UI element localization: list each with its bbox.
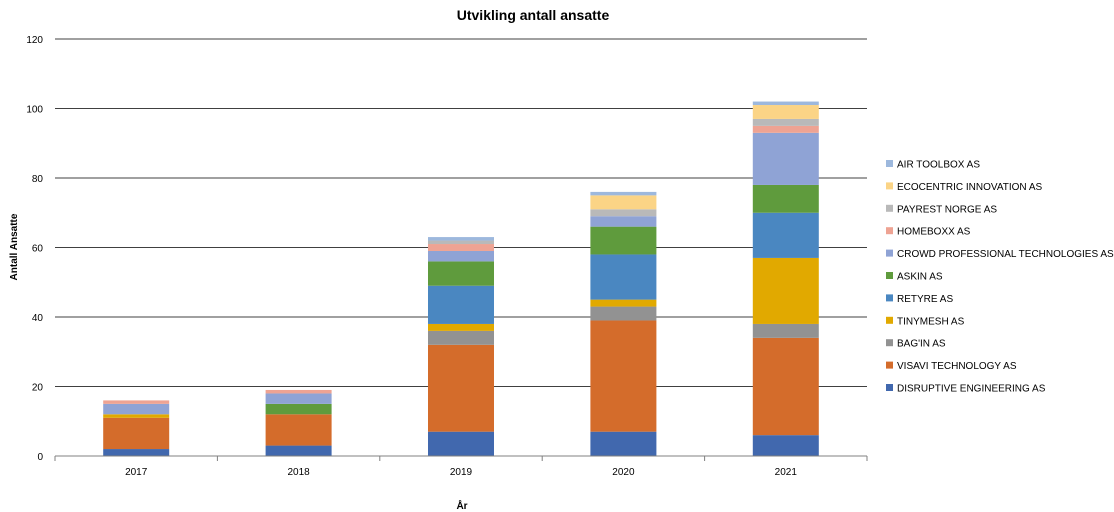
- legend-swatch: [886, 204, 893, 212]
- bar-segment: [752, 105, 819, 119]
- legend-swatch: [886, 339, 893, 347]
- x-tick-label: 2019: [450, 467, 473, 478]
- legend-swatch: [886, 384, 893, 391]
- bar-segment: [265, 445, 332, 456]
- legend-swatch: [886, 316, 893, 324]
- bar-segment: [428, 250, 494, 262]
- y-tick-label: 60: [32, 244, 44, 255]
- bar-segment: [428, 344, 494, 432]
- legend-swatch: [886, 160, 893, 167]
- bar-segment: [590, 431, 657, 456]
- legend-label: PAYREST NORGE AS: [897, 204, 997, 215]
- bar-segment: [428, 330, 494, 345]
- bar-segment: [752, 125, 819, 133]
- legend-swatch: [886, 361, 893, 369]
- bar-segment: [752, 118, 819, 126]
- legend-label: VISAVI TECHNOLOGY AS: [897, 361, 1017, 372]
- bar-segment: [752, 337, 819, 436]
- y-tick-label: 0: [37, 452, 43, 463]
- y-axis-ticks: 0 20 40 60 80 100 120: [26, 35, 43, 463]
- legend-swatch: [886, 272, 893, 279]
- bar-segment: [752, 435, 819, 456]
- bar-segment: [752, 212, 819, 258]
- bar-segment: [103, 400, 170, 404]
- bars: [103, 101, 819, 456]
- y-tick-label: 100: [26, 105, 43, 116]
- bar-segment: [103, 403, 170, 415]
- x-axis-ticks: 2017 2018 2019 2020 2021: [125, 467, 797, 478]
- legend-swatch: [886, 294, 893, 302]
- bar-segment: [103, 449, 170, 456]
- bar-segment: [590, 191, 657, 196]
- bar-segment: [428, 431, 494, 456]
- bar-segment: [265, 389, 332, 394]
- x-tick-label: 2020: [612, 467, 635, 478]
- legend-swatch: [886, 227, 893, 235]
- bar-segment: [752, 257, 819, 324]
- bar-segment: [590, 320, 657, 432]
- bar-segment: [590, 216, 657, 227]
- bar-segment: [428, 244, 494, 251]
- x-axis-tickmarks: [54, 456, 868, 461]
- bar-segment: [265, 403, 332, 415]
- y-tick-label: 20: [32, 383, 44, 394]
- y-tick-label: 120: [26, 35, 43, 46]
- bar-segment: [428, 237, 494, 241]
- y-tick-label: 80: [32, 174, 44, 185]
- chart-title: Utvikling antall ansatte: [457, 7, 610, 23]
- bar-segment: [752, 323, 819, 338]
- bar-segment: [103, 417, 170, 450]
- legend: AIR TOOLBOX AS ECOCENTRIC INNOVATION AS PA…: [886, 160, 1114, 395]
- legend-label: HOMEBOXX AS: [897, 227, 971, 238]
- x-axis-title: År: [456, 499, 467, 512]
- bar-segment: [590, 299, 657, 307]
- bar-segment: [590, 209, 657, 217]
- x-tick-label: 2017: [125, 467, 148, 478]
- legend-label: RETYRE AS: [897, 294, 953, 305]
- bar-segment: [590, 195, 657, 210]
- legend-label: CROWD PROFESSIONAL TECHNOLOGIES AS: [897, 249, 1114, 260]
- legend-label: BAG'IN AS: [897, 339, 946, 350]
- bar-segment: [590, 226, 657, 255]
- legend-swatch: [886, 182, 893, 190]
- bar-segment: [265, 393, 332, 404]
- legend-label: AIR TOOLBOX AS: [897, 160, 980, 171]
- bar-segment: [103, 414, 170, 418]
- legend-label: DISRUPTIVE ENGINEERING AS: [897, 384, 1046, 395]
- bar-segment: [752, 101, 819, 106]
- bar-segment: [590, 254, 657, 300]
- legend-label: ECOCENTRIC INNOVATION AS: [897, 182, 1043, 193]
- bar-segment: [428, 323, 494, 331]
- x-tick-label: 2018: [287, 467, 310, 478]
- bar-segment: [590, 306, 657, 321]
- bar-segment: [752, 184, 819, 213]
- bar-segment: [428, 240, 494, 245]
- bar-segment: [428, 285, 494, 324]
- legend-label: TINYMESH AS: [897, 316, 965, 327]
- bar-segment: [428, 261, 494, 286]
- bar-segment: [265, 414, 332, 446]
- x-tick-label: 2021: [775, 467, 798, 478]
- bar-segment: [752, 132, 819, 185]
- y-tick-label: 40: [32, 313, 44, 324]
- y-axis-title: Antall Ansatte: [9, 213, 20, 280]
- legend-label: ASKIN AS: [897, 272, 943, 283]
- legend-swatch: [886, 249, 893, 257]
